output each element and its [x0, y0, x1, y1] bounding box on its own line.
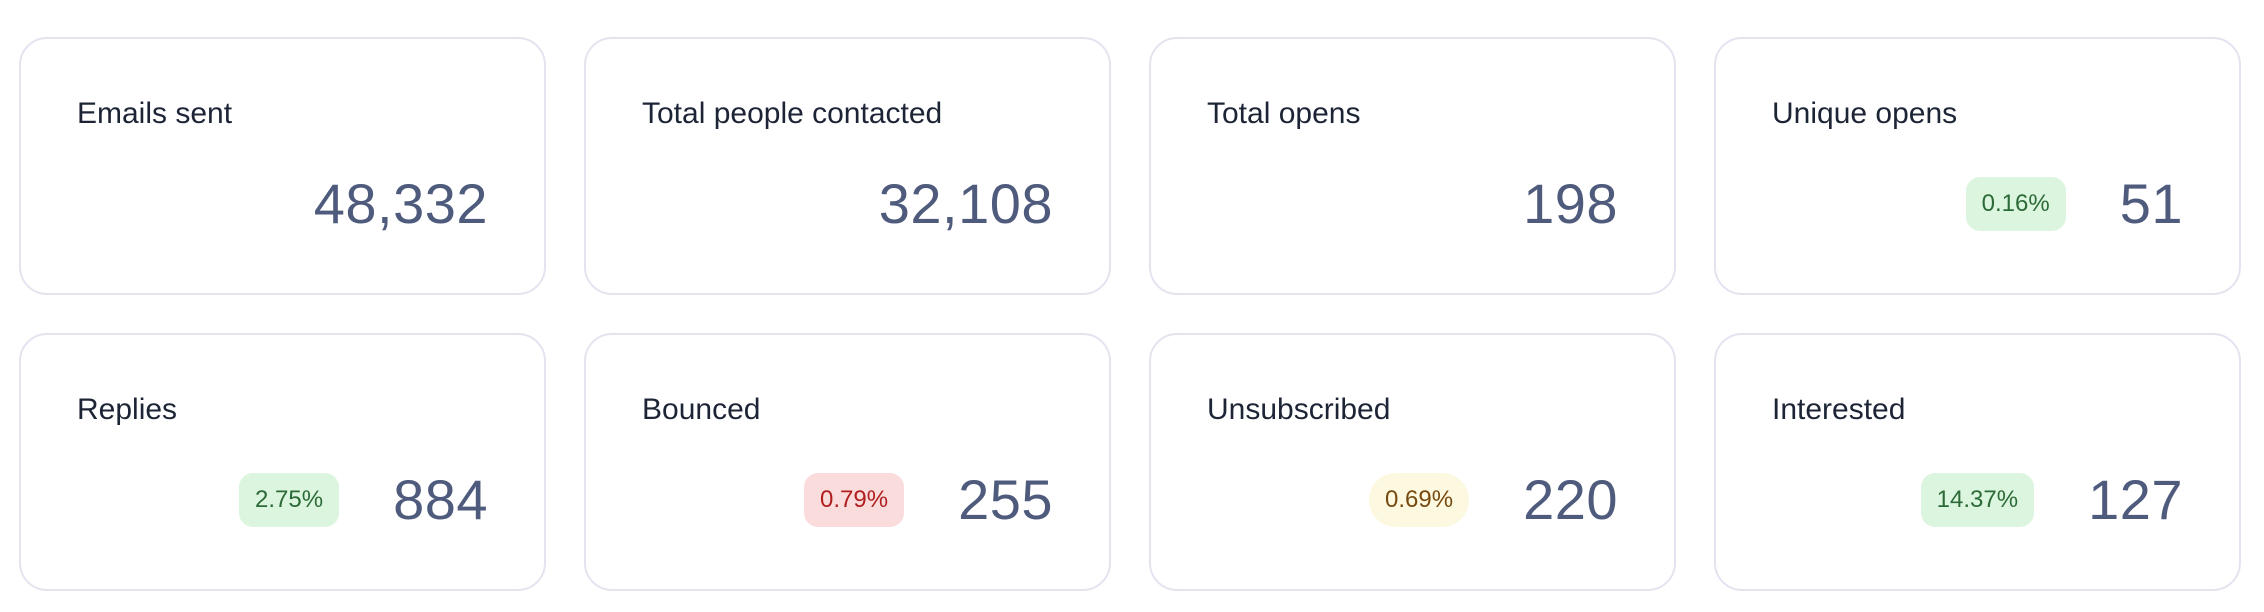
- stat-value: 220: [1523, 468, 1618, 531]
- stat-value: 884: [393, 468, 488, 531]
- stat-card-total-opens: Total opens 198: [1149, 37, 1676, 295]
- stat-value: 51: [2119, 172, 2183, 235]
- stat-card-bounced: Bounced 0.79% 255: [584, 333, 1111, 591]
- stat-value: 198: [1523, 172, 1618, 235]
- stat-label: Unsubscribed: [1207, 393, 1391, 426]
- stat-label: Total opens: [1207, 97, 1361, 130]
- stat-label: Total people contacted: [642, 97, 943, 130]
- stat-value: 255: [958, 468, 1053, 531]
- stat-label: Replies: [77, 393, 178, 426]
- percent-badge: 14.37%: [1920, 472, 2035, 527]
- stat-label: Interested: [1772, 393, 1906, 426]
- stat-card-emails-sent: Emails sent 48,332: [19, 37, 546, 295]
- percent-badge: 2.75%: [239, 472, 340, 527]
- stat-card-total-people-contacted: Total people contacted 32,108: [584, 37, 1111, 295]
- percent-badge: 0.16%: [1965, 176, 2066, 231]
- stat-card-interested: Interested 14.37% 127: [1714, 333, 2241, 591]
- stat-card-unique-opens: Unique opens 0.16% 51: [1714, 37, 2241, 295]
- stat-value: 127: [2088, 468, 2183, 531]
- percent-badge: 0.69%: [1369, 472, 1470, 527]
- stat-value: 32,108: [878, 172, 1053, 235]
- stat-value: 48,332: [313, 172, 488, 235]
- stats-grid: Emails sent 48,332 Total people contacte…: [19, 37, 2241, 591]
- stat-label: Unique opens: [1772, 97, 1958, 130]
- stat-card-unsubscribed: Unsubscribed 0.69% 220: [1149, 333, 1676, 591]
- percent-badge: 0.79%: [804, 472, 905, 527]
- stat-card-replies: Replies 2.75% 884: [19, 333, 546, 591]
- stat-label: Emails sent: [77, 97, 233, 130]
- stat-label: Bounced: [642, 393, 761, 426]
